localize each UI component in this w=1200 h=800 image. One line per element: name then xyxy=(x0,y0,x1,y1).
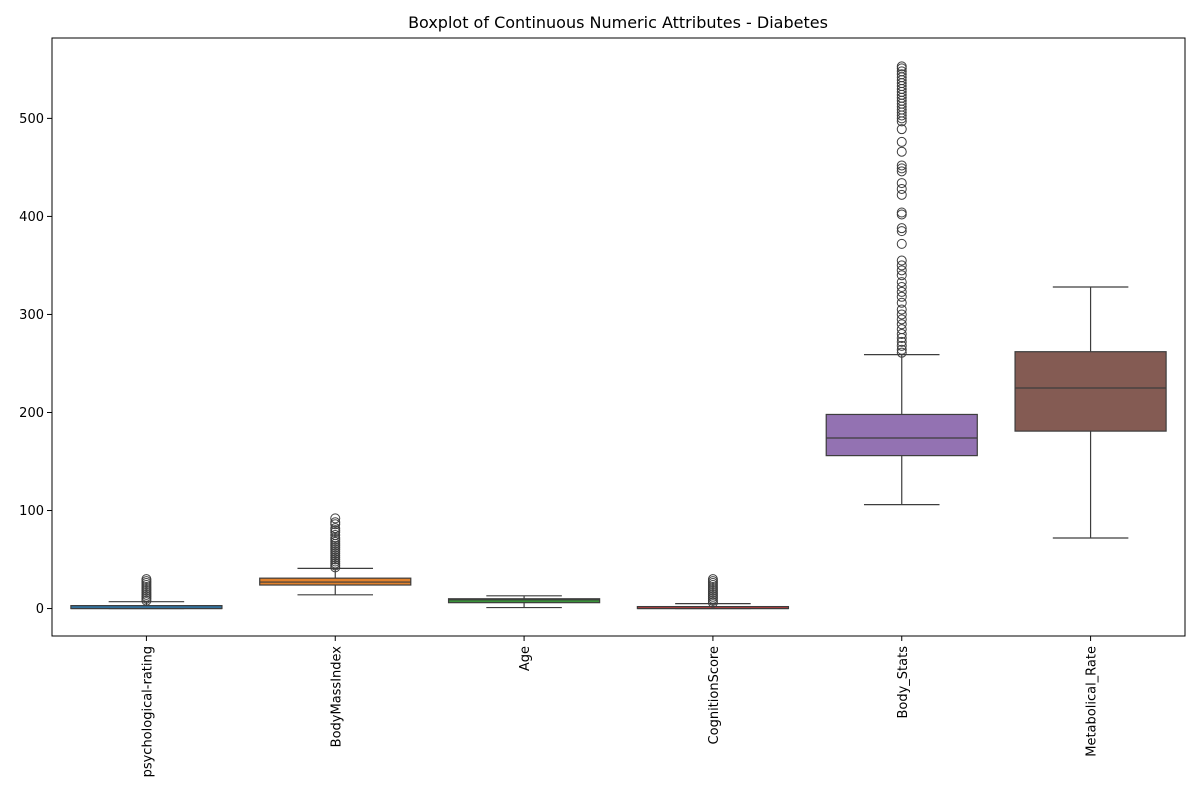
outlier-point xyxy=(896,347,907,358)
box-group-body-stats xyxy=(825,61,978,506)
outlier-point xyxy=(896,291,907,302)
y-tick-label: 400 xyxy=(19,210,44,225)
y-tick-label: 500 xyxy=(19,112,44,127)
outlier-point xyxy=(896,260,907,271)
x-tick-label: psychological-rating xyxy=(140,646,155,777)
y-tick-label: 100 xyxy=(19,504,44,519)
outlier-point xyxy=(896,314,907,325)
outlier-point xyxy=(896,223,907,234)
chart-title: Boxplot of Continuous Numeric Attributes… xyxy=(408,13,828,32)
outlier-point xyxy=(896,336,907,347)
outlier-point xyxy=(896,124,907,135)
outlier-point xyxy=(330,532,341,543)
outlier-point xyxy=(330,523,341,534)
outlier-point xyxy=(896,238,907,249)
outlier-point xyxy=(896,166,907,177)
outlier-point xyxy=(141,574,152,585)
outlier-point xyxy=(707,574,718,585)
x-tick-label: BodyMassIndex xyxy=(329,646,344,748)
outlier-point xyxy=(896,66,907,77)
outlier-point xyxy=(896,340,907,351)
x-tick-label: CognitionScore xyxy=(707,646,722,744)
outlier-point xyxy=(896,178,907,189)
outlier-point xyxy=(896,255,907,266)
y-tick-label: 0 xyxy=(36,602,44,617)
plot-frame xyxy=(51,37,1186,637)
box xyxy=(447,598,601,604)
y-tick-label: 300 xyxy=(19,308,44,323)
box-group-age xyxy=(447,595,601,609)
outlier-point xyxy=(896,309,907,320)
outlier-point xyxy=(896,183,907,194)
outlier-point xyxy=(896,297,907,308)
x-tick-label: Age xyxy=(518,646,533,671)
outlier-point xyxy=(896,163,907,174)
y-tick-label: 200 xyxy=(19,406,44,421)
outlier-point xyxy=(896,282,907,293)
outlier-point xyxy=(896,226,907,237)
box-group-cognitionscore xyxy=(636,574,790,610)
box-group-bodymassindex xyxy=(259,513,412,596)
outlier-point xyxy=(330,513,341,524)
outlier-point xyxy=(896,265,907,276)
outlier-point xyxy=(896,207,907,218)
x-tick-label: Body_Stats xyxy=(896,646,911,719)
outlier-point xyxy=(330,530,341,541)
outlier-point xyxy=(330,517,341,528)
x-tick-label: Metabolical_Rate xyxy=(1085,646,1100,757)
outlier-point xyxy=(896,69,907,80)
plot-area: 0 100 200 300 400 500 psychological-rating Body… xyxy=(19,37,1186,777)
outlier-point xyxy=(896,61,907,72)
outlier-point xyxy=(896,270,907,281)
outlier-point xyxy=(896,304,907,315)
box xyxy=(825,413,978,457)
outlier-point xyxy=(896,160,907,171)
box-group-psychological-rating xyxy=(70,574,223,610)
outlier-point xyxy=(896,146,907,157)
box xyxy=(1014,351,1167,432)
outlier-point xyxy=(896,209,907,220)
outlier-point xyxy=(896,319,907,330)
outlier-point xyxy=(896,136,907,147)
outlier-point xyxy=(896,286,907,297)
outlier-point xyxy=(896,189,907,200)
outlier-point xyxy=(896,277,907,288)
box-group-metabolical-rate xyxy=(1014,286,1167,539)
outlier-point xyxy=(896,329,907,340)
outlier-point xyxy=(896,324,907,335)
outlier-point xyxy=(896,344,907,355)
